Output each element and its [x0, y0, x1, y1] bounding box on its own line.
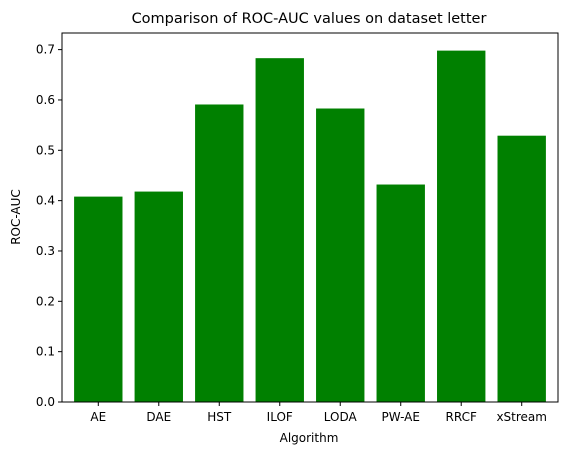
x-axis-ticks: AE DAE HST ILOF LODA PW-AE RRCF xStream: [90, 402, 547, 424]
bar-pw-ae: [376, 184, 425, 402]
x-tick-label: RRCF: [446, 410, 477, 424]
bars: [74, 50, 546, 402]
bar-xstream: [497, 135, 546, 402]
x-axis-label: Algorithm: [280, 431, 339, 445]
bar-hst: [195, 104, 244, 402]
x-tick-label: xStream: [496, 410, 547, 424]
bar-rrcf: [437, 50, 486, 402]
bar-ae: [74, 196, 123, 402]
y-tick-label: 0.3: [36, 244, 55, 258]
y-tick-label: 0.2: [36, 294, 55, 308]
chart-title: Comparison of ROC-AUC values on dataset …: [132, 11, 487, 27]
y-tick-label: 0.0: [36, 395, 55, 409]
y-tick-label: 0.6: [36, 93, 55, 107]
plot-frame: [61, 32, 559, 403]
y-axis-label: ROC-AUC: [9, 189, 23, 245]
y-tick-label: 0.4: [36, 194, 55, 208]
x-tick-label: ILOF: [267, 410, 293, 424]
y-tick-label: 0.7: [36, 43, 55, 57]
x-tick-label: PW-AE: [381, 410, 419, 424]
bar-loda: [316, 108, 365, 402]
bar-ilof: [255, 58, 304, 402]
bar-dae: [134, 191, 183, 402]
y-axis-ticks: 0.0 0.1 0.2 0.3 0.4 0.5 0.6 0.7: [36, 43, 62, 409]
x-tick-label: LODA: [324, 410, 358, 424]
y-tick-label: 0.1: [36, 345, 55, 359]
x-tick-label: AE: [90, 410, 106, 424]
x-tick-label: DAE: [146, 410, 171, 424]
x-tick-label: HST: [207, 410, 232, 424]
y-tick-label: 0.5: [36, 143, 55, 157]
